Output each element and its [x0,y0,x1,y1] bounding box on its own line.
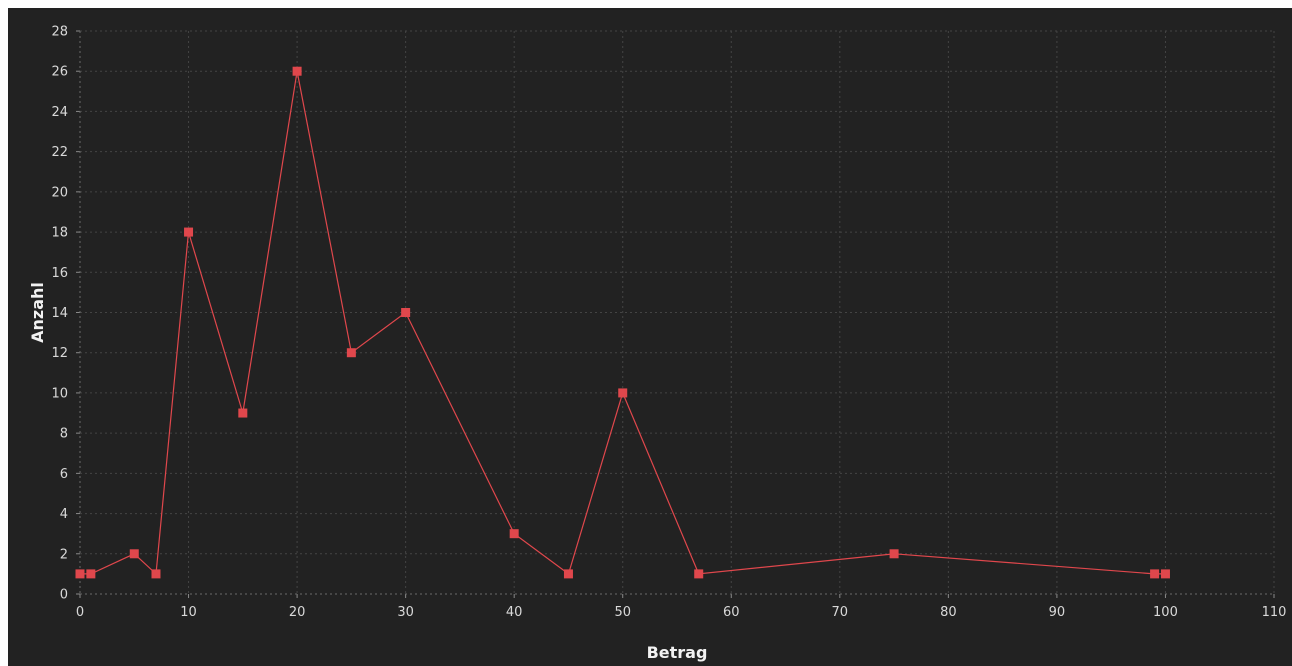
data-point-marker [1150,569,1160,579]
data-point-marker [509,529,519,539]
x-tick-label: 60 [723,605,740,620]
x-tick-label: 50 [614,605,631,620]
x-tick-label: 0 [76,605,84,620]
data-point-marker [151,569,161,579]
data-point-marker [563,569,573,579]
x-tick-label: 100 [1153,605,1178,620]
series [75,66,1170,579]
x-tick-label: 90 [1049,605,1066,620]
data-point-marker [292,66,302,76]
grid [80,30,1275,594]
x-tick-label: 20 [289,605,306,620]
x-tick-label: 70 [832,605,849,620]
y-tick-label: 22 [51,145,68,160]
y-tick-label: 8 [60,427,68,442]
y-tick-label: 2 [60,547,68,562]
data-point-marker [86,569,96,579]
data-point-marker [889,549,899,559]
y-tick-label: 28 [51,25,68,40]
data-point-marker [694,569,704,579]
y-tick-label: 12 [51,346,68,361]
x-tick-label: 10 [180,605,197,620]
line-chart: 0 10 20 30 40 50 60 70 80 90 100 110 02468101214161… [28,25,1287,663]
data-point-marker [346,348,356,358]
axes [76,30,1275,598]
x-tick-label: 110 [1262,605,1287,620]
y-tick-label: 10 [51,386,68,401]
data-point-marker [401,308,411,317]
data-point-marker [184,227,194,237]
data-point-marker [618,388,628,398]
data-point-marker [129,549,139,559]
y-tick-label: 4 [60,507,68,522]
x-axis-title: Betrag [647,643,708,662]
y-tick-label: 24 [51,105,68,120]
x-tick-labels: 0 10 20 30 40 50 60 70 80 90 100 110 [76,605,1287,620]
y-tick-label: 18 [51,226,68,241]
y-tick-label: 6 [60,467,68,482]
y-tick-label: 20 [51,185,68,200]
x-tick-label: 80 [940,605,957,620]
y-tick-label: 26 [51,65,68,80]
x-tick-label: 30 [397,605,414,620]
chart-panel: 0 10 20 30 40 50 60 70 80 90 100 110 0 2 4 6 8 10 12 14 16 1… [8,8,1292,666]
data-point-marker [238,408,248,418]
y-tick-label: 14 [51,306,68,321]
x-tick-label: 40 [506,605,523,620]
y-tick-label: 0 [60,588,68,603]
y-axis-title: Anzahl [28,282,47,343]
data-point-marker [1160,569,1170,579]
data-point-marker [75,569,85,579]
y-tick-label: 16 [51,266,68,281]
series-line [80,71,1166,576]
